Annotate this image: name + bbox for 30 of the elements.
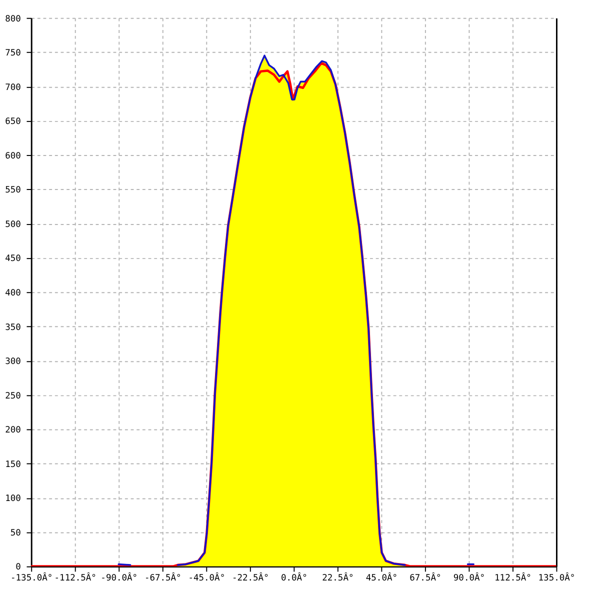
x-tick-label: -90.0Â° [100, 571, 138, 584]
x-tick-label: 22.5Â° [322, 571, 354, 584]
x-tick-label: 0.0Â° [280, 571, 308, 584]
y-tick-label: 400 [5, 288, 21, 299]
x-tick-label: 112.5Â° [494, 571, 532, 584]
y-tick-label: 300 [5, 357, 21, 368]
x-tick-label: -135.0Â° [10, 571, 53, 584]
x-tick-label: 135.0Â° [538, 571, 576, 584]
y-tick-label: 800 [5, 14, 21, 24]
y-tick-label: 450 [5, 254, 21, 264]
x-tick-label: 67.5Â° [410, 571, 442, 584]
y-tick-label: 0 [16, 562, 21, 573]
x-tick-label: -45.0Â° [188, 571, 226, 584]
y-tick-label: 700 [5, 82, 21, 93]
x-tick-label: 45.0Â° [366, 571, 398, 584]
y-tick-label: 250 [5, 391, 21, 402]
y-tick-label: 100 [5, 494, 21, 504]
y-tick-label: 600 [5, 151, 21, 162]
y-tick-label: 50 [10, 528, 21, 538]
y-tick-label: 150 [5, 460, 21, 470]
y-tick-label: 650 [5, 117, 21, 128]
y-tick-label: 750 [5, 48, 21, 59]
x-tick-label: -67.5Â° [144, 571, 182, 584]
y-tick-label: 200 [5, 426, 21, 436]
x-tick-label: -112.5Â° [54, 571, 96, 584]
x-tick-label: 90.0Â° [453, 571, 486, 584]
y-tick-label: 350 [5, 322, 21, 333]
y-tick-label: 550 [5, 186, 21, 196]
y-tick-label: 500 [5, 220, 21, 230]
x-tick-label: -22.5Â° [232, 571, 269, 584]
